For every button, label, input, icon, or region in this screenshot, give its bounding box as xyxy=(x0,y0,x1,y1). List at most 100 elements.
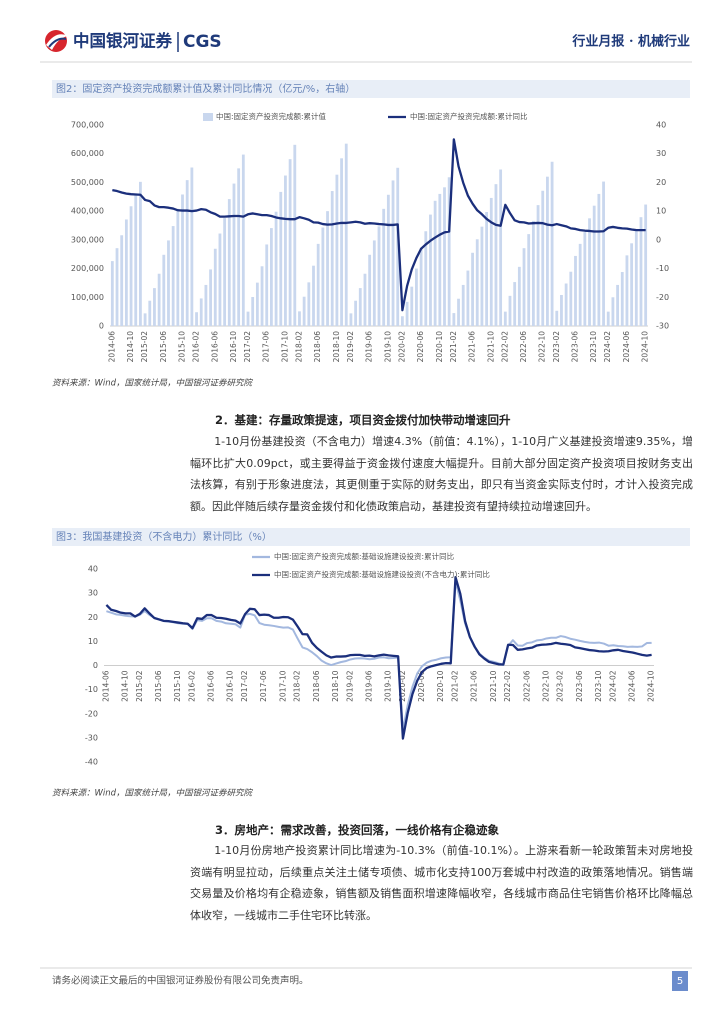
x-tick-label: 2024-10 xyxy=(641,331,650,363)
bar xyxy=(143,313,147,326)
y-tick-label: 40 xyxy=(88,565,98,574)
x-tick-label: 2014-10 xyxy=(126,331,135,363)
bar xyxy=(550,161,554,326)
bar xyxy=(536,205,540,326)
bar xyxy=(569,271,573,326)
x-tick-label: 2023-02 xyxy=(552,331,561,363)
legend-label: 中国:固定资产投资完成额:累计值 xyxy=(216,111,327,121)
bar xyxy=(499,169,503,326)
y2-tick-label: 10 xyxy=(656,207,666,216)
bar xyxy=(611,297,615,326)
bar xyxy=(209,269,212,326)
bar xyxy=(438,193,442,326)
x-tick-label: 2019-10 xyxy=(384,670,393,702)
x-tick-label: 2016-06 xyxy=(210,331,219,363)
x-tick-label: 2016-02 xyxy=(187,670,196,702)
bar xyxy=(195,312,198,326)
bar xyxy=(185,180,189,326)
bar xyxy=(433,200,437,326)
x-tick-label: 2023-10 xyxy=(589,331,598,363)
bar xyxy=(363,273,367,326)
bar xyxy=(223,218,227,326)
disclaimer: 请务必阅读正文最后的中国银河证券股份有限公司免责声明。 xyxy=(52,975,309,987)
x-tick-label: 2015-06 xyxy=(159,331,168,363)
legend-swatch xyxy=(203,113,213,121)
bar xyxy=(167,240,170,326)
x-tick-label: 2023-06 xyxy=(570,331,579,363)
y-tick-label: 600,000 xyxy=(71,149,104,158)
bar xyxy=(555,310,559,326)
bar xyxy=(260,266,264,326)
bar xyxy=(466,270,470,326)
bar xyxy=(382,208,386,326)
x-tick-label: 2017-10 xyxy=(280,331,289,363)
x-tick-label: 2019-10 xyxy=(383,331,392,363)
bar xyxy=(489,197,493,326)
x-tick-label: 2024-06 xyxy=(622,331,631,363)
section-heading: 3．房地产：需求改善，投资回落，一线价格有企稳迹象 xyxy=(215,823,499,837)
bar xyxy=(241,154,245,326)
y2-tick-label: 0 xyxy=(656,235,661,244)
bar xyxy=(560,294,563,326)
bar xyxy=(541,190,545,326)
x-tick-label: 2020-10 xyxy=(435,331,444,363)
bar xyxy=(461,284,465,326)
bar xyxy=(162,254,166,326)
bar xyxy=(124,219,128,326)
x-tick-label: 2023-10 xyxy=(594,670,603,702)
source-note: 资料来源：Wind，国家统计局，中国银河证券研究院 xyxy=(52,378,254,389)
bar xyxy=(110,261,114,326)
y-tick-label: 500,000 xyxy=(71,178,104,187)
x-tick-label: 2021-10 xyxy=(486,331,495,363)
x-tick-label: 2024-02 xyxy=(603,331,612,363)
x-tick-label: 2014-06 xyxy=(107,331,116,363)
y-tick-label: -30 xyxy=(85,733,98,742)
x-tick-label: 2018-02 xyxy=(294,331,303,363)
bar xyxy=(340,158,343,326)
bar xyxy=(181,194,184,326)
bar xyxy=(522,248,526,326)
x-tick-label: 2014-06 xyxy=(101,670,110,702)
bar xyxy=(358,288,362,326)
bar xyxy=(326,211,329,326)
bar xyxy=(644,204,648,326)
x-tick-label: 2020-10 xyxy=(436,670,445,702)
bar xyxy=(153,288,156,326)
y2-tick-label: -10 xyxy=(656,264,669,273)
x-tick-label: 2017-10 xyxy=(278,670,287,702)
x-tick-label: 2021-10 xyxy=(489,670,498,702)
bar xyxy=(634,231,638,326)
y2-tick-label: 30 xyxy=(656,149,666,158)
bar xyxy=(199,298,203,326)
bar xyxy=(527,234,531,326)
bar xyxy=(574,255,577,326)
legend-label: 中国:固定资产投资完成额:累计同比 xyxy=(410,111,528,121)
logo-cn: 中国银河证券 xyxy=(73,31,173,51)
x-tick-label: 2023-02 xyxy=(556,670,565,702)
source-note: 资料来源：Wind，国家统计局，中国银河证券研究院 xyxy=(52,788,254,799)
bar xyxy=(298,311,301,326)
y-tick-label: 200,000 xyxy=(71,264,104,273)
x-tick-label: 2024-02 xyxy=(608,670,617,702)
bar xyxy=(312,265,315,326)
bar xyxy=(335,174,339,326)
bar xyxy=(480,226,484,326)
bar xyxy=(265,244,269,326)
bar xyxy=(471,252,474,326)
y-tick-label: 100,000 xyxy=(71,293,104,302)
bar xyxy=(400,316,404,326)
bar xyxy=(307,282,311,326)
y-tick-label: 20 xyxy=(88,613,98,622)
bar xyxy=(639,217,643,326)
bar xyxy=(316,243,320,326)
y-tick-label: 0 xyxy=(93,661,98,670)
bar xyxy=(630,243,634,326)
y-tick-label: 400,000 xyxy=(71,207,104,216)
bar xyxy=(232,183,236,326)
bar xyxy=(625,255,629,326)
bar xyxy=(602,181,605,326)
bar xyxy=(517,266,521,326)
x-tick-label: 2023-06 xyxy=(575,670,584,702)
